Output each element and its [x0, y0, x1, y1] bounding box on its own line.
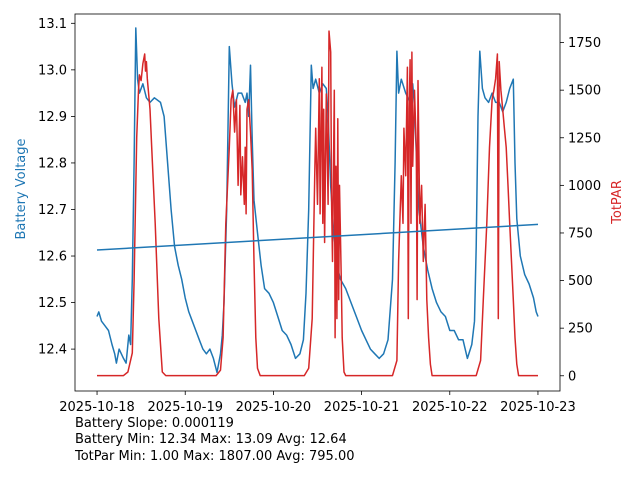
right-y-tick-label: 250 [568, 322, 593, 337]
plot-area [96, 27, 539, 377]
x-tick-label: 2025-10-22 [412, 400, 488, 415]
axes: 2025-10-18 2025-10-19 2025-10-20 2025-10-21… [38, 13, 601, 415]
left-y-tick-label: 13.1 [38, 17, 67, 32]
left-y-tick-label: 12.5 [38, 296, 67, 311]
right-y-tick-label: 1500 [568, 84, 601, 99]
totpar-stats-text: TotPar Min: 1.00 Max: 1807.00 Avg: 795.0… [75, 449, 355, 464]
right-y-axis-label: TotPAR [610, 180, 625, 225]
plot-frame [74, 13, 561, 392]
x-tick-label: 2025-10-20 [236, 400, 312, 415]
left-y-tick-label: 12.9 [38, 110, 67, 125]
left-y-tick-label: 13.0 [38, 63, 67, 78]
left-y-axis-label: Battery Voltage [14, 138, 29, 239]
x-tick-label: 2025-10-18 [59, 400, 135, 415]
right-y-tick-label: 0 [568, 369, 576, 384]
left-y-tick-label: 12.7 [38, 203, 67, 218]
left-y-tick-label: 12.8 [38, 156, 67, 171]
x-tick-label: 2025-10-21 [324, 400, 400, 415]
left-y-tick-label: 12.6 [38, 250, 67, 265]
battery-stats-text: Battery Min: 12.34 Max: 13.09 Avg: 12.64 [75, 432, 347, 447]
right-y-tick-label: 1000 [568, 179, 601, 194]
battery-slope-text: Battery Slope: 0.000119 [75, 416, 234, 431]
x-tick-label: 2025-10-23 [500, 400, 576, 415]
right-y-tick-label: 1250 [568, 131, 601, 146]
left-y-tick-label: 12.4 [38, 343, 67, 358]
x-tick-label: 2025-10-19 [147, 400, 223, 415]
totpar-line [97, 30, 538, 377]
battery-voltage-line [96, 27, 539, 374]
right-y-tick-label: 500 [568, 274, 593, 289]
battery-trend-line [96, 223, 539, 251]
right-y-tick-label: 1750 [568, 36, 601, 51]
right-y-tick-label: 750 [568, 226, 593, 241]
